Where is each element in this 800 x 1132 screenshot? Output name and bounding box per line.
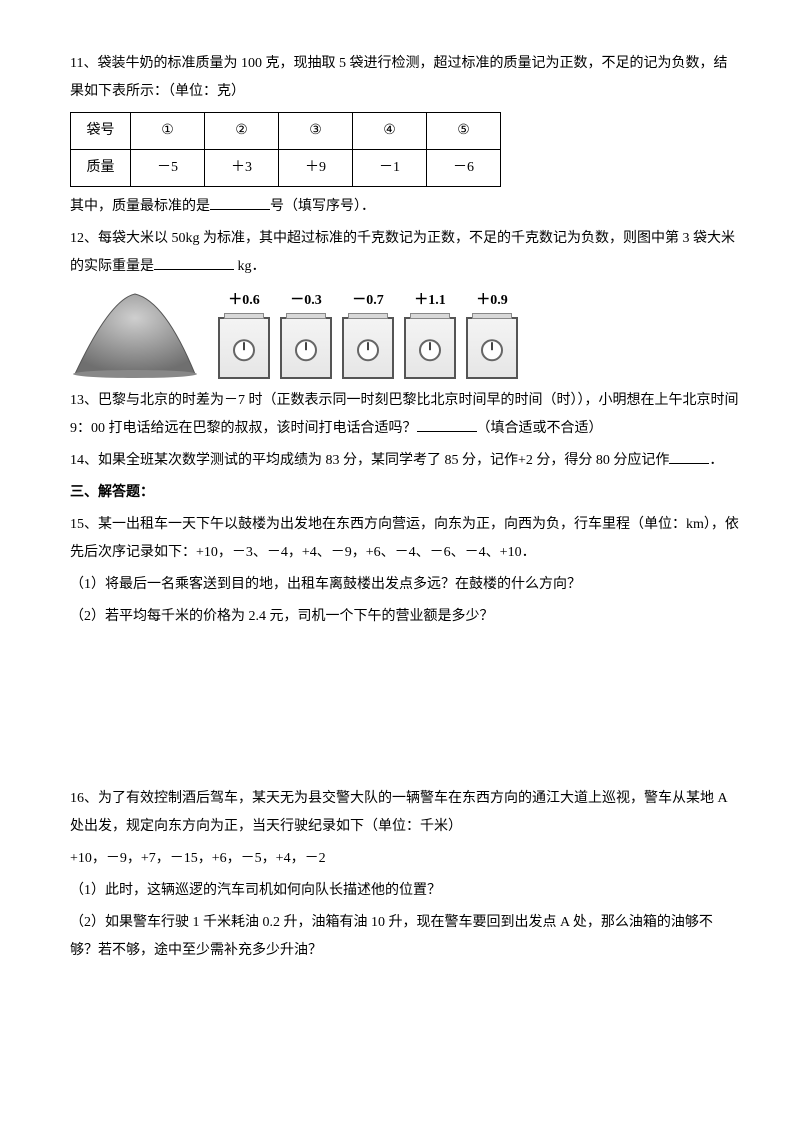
blank [154, 256, 234, 270]
q13-text: 13、巴黎与北京的时差为－7 时（正数表示同一时刻巴黎比北京时间早的时间（时））… [70, 387, 740, 443]
q13-pre: 13、巴黎与北京的时差为－7 时（正数表示同一时刻巴黎比北京时间早的时间（时））… [70, 393, 739, 436]
q14-pre: 14、如果全班某次数学测试的平均成绩为 83 分，某同学考了 85 分，记作+2… [70, 453, 669, 468]
q16-p1: （1）此时，这辆巡逻的汽车司机如何向队长描述他的位置？ [70, 877, 740, 905]
q11-text: 11、袋装牛奶的标准质量为 100 克，现抽取 5 袋进行检测，超过标准的质量记… [70, 50, 740, 106]
scale-label: －0.3 [290, 287, 322, 315]
q12-figure: ＋0.6 －0.3 －0.7 ＋1.1 ＋0.9 [70, 287, 740, 379]
scale-icon [342, 317, 394, 379]
blank [210, 196, 270, 210]
cell: ① [131, 113, 205, 150]
cell: ＋9 [279, 150, 353, 187]
rice-pile-icon [70, 289, 200, 379]
q12-post: kg． [234, 259, 266, 274]
scale-icon [280, 317, 332, 379]
q11-after-pre: 其中，质量最标准的是 [70, 199, 210, 214]
scale-item: ＋1.1 [404, 287, 456, 379]
q14-post: ． [709, 453, 723, 468]
scale-item: －0.7 [342, 287, 394, 379]
blank [417, 418, 477, 432]
scale-label: ＋1.1 [414, 287, 446, 315]
q15-p1: （1）将最后一名乘客送到目的地，出租车离鼓楼出发点多远？在鼓楼的什么方向？ [70, 571, 740, 599]
cell: ＋3 [205, 150, 279, 187]
cell: 袋号 [71, 113, 131, 150]
q16-text: 16、为了有效控制酒后驾车，某天无为县交警大队的一辆警车在东西方向的通江大道上巡… [70, 785, 740, 841]
cell: ② [205, 113, 279, 150]
scale-icon [218, 317, 270, 379]
cell: －1 [353, 150, 427, 187]
scale-label: －0.7 [352, 287, 384, 315]
q12-text: 12、每袋大米以 50kg 为标准，其中超过标准的千克数记为正数，不足的千克数记… [70, 225, 740, 281]
cell: ③ [279, 113, 353, 150]
scale-icon [404, 317, 456, 379]
q13-post: （填合适或不合适） [477, 421, 603, 436]
scale-icon [466, 317, 518, 379]
cell: 质量 [71, 150, 131, 187]
q15-text: 15、某一出租车一天下午以鼓楼为出发地在东西方向营运，向东为正，向西为负，行车里… [70, 511, 740, 567]
q16-p2: （2）如果警车行驶 1 千米耗油 0.2 升，油箱有油 10 升，现在警车要回到… [70, 909, 740, 965]
cell: －6 [427, 150, 501, 187]
cell: ④ [353, 113, 427, 150]
q11-after-post: 号（填写序号）． [270, 199, 375, 214]
table-row: 袋号 ① ② ③ ④ ⑤ [71, 113, 501, 150]
spacer [70, 635, 740, 785]
scale-label: ＋0.9 [476, 287, 508, 315]
scale-label: ＋0.6 [228, 287, 260, 315]
section3-title: 三、解答题： [70, 479, 740, 507]
table-row: 质量 －5 ＋3 ＋9 －1 －6 [71, 150, 501, 187]
scale-item: －0.3 [280, 287, 332, 379]
cell: ⑤ [427, 113, 501, 150]
scale-item: ＋0.9 [466, 287, 518, 379]
q11-table: 袋号 ① ② ③ ④ ⑤ 质量 －5 ＋3 ＋9 －1 －6 [70, 112, 501, 187]
blank [669, 450, 709, 464]
q15-p2: （2）若平均每千米的价格为 2.4 元，司机一个下午的营业额是多少？ [70, 603, 740, 631]
q16-data: +10，－9，+7，－15，+6，－5，+4，－2 [70, 845, 740, 873]
q14-text: 14、如果全班某次数学测试的平均成绩为 83 分，某同学考了 85 分，记作+2… [70, 447, 740, 475]
q11-after: 其中，质量最标准的是 号（填写序号）． [70, 193, 740, 221]
scale-item: ＋0.6 [218, 287, 270, 379]
cell: －5 [131, 150, 205, 187]
scale-set: ＋0.6 －0.3 －0.7 ＋1.1 ＋0.9 [218, 287, 518, 379]
